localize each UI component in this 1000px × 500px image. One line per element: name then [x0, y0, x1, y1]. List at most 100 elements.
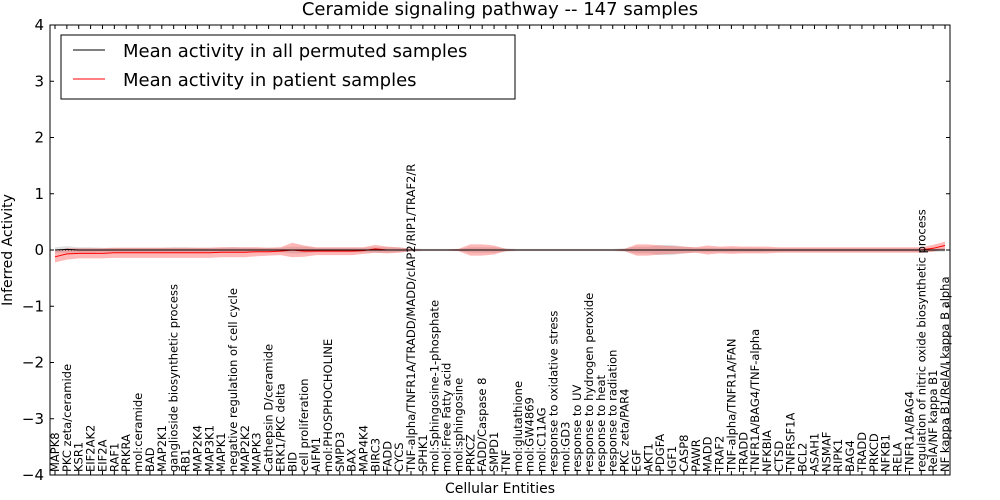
x-tick-label: TNF-alpha/TNFR1A/FAN — [724, 339, 738, 473]
x-tick-label: AKT1 — [641, 443, 655, 472]
confidence-band-patient — [55, 241, 945, 263]
y-tick-label: −2 — [22, 354, 44, 372]
x-tick-label: BID — [285, 452, 299, 472]
x-tick-label: MAP2K1 — [155, 425, 169, 472]
chart-title: Ceramide signaling pathway -- 147 sample… — [302, 0, 698, 20]
legend-label-permuted: Mean activity in all permuted samples — [123, 41, 467, 62]
x-tick-label: PKC zeta/ceramide — [60, 364, 74, 472]
x-tick-label: MAP2K2 — [238, 425, 252, 472]
y-tick-label: −1 — [22, 297, 44, 315]
x-tick-label: CTSD — [772, 441, 786, 472]
x-axis-label: Cellular Entities — [445, 481, 555, 497]
x-tick-label: SPHK1 — [416, 434, 430, 472]
x-tick-label: regulation of nitric oxide biosynthetic … — [914, 209, 928, 472]
x-tick-label: SMPD1 — [487, 432, 501, 472]
x-tick-label: TRADD — [736, 432, 750, 473]
x-tick-label: RELA — [891, 442, 905, 472]
x-tick-label: RB1 — [179, 449, 193, 472]
x-tick-label: Cathepsin D/ceramide — [262, 344, 276, 472]
x-tick-label: response to oxidative stress — [546, 311, 560, 472]
x-tick-label: mol:sphingosine — [452, 378, 466, 472]
y-tick-label: 4 — [34, 16, 44, 34]
x-tick-label: MAPK3 — [250, 432, 264, 472]
x-tick-label: mol:GD3 — [558, 422, 572, 472]
x-tick-label: RAF1 — [107, 443, 121, 472]
x-tick-label: mol:ceramide — [131, 393, 145, 472]
x-tick-label: KSR1 — [72, 442, 86, 472]
legend-box — [60, 34, 516, 100]
x-tick-label: EGF — [630, 449, 644, 472]
x-tick-label: NSMAF — [819, 432, 833, 472]
x-tick-label: BAG4 — [843, 440, 857, 472]
x-tick-label: BIRC3 — [368, 438, 382, 472]
x-tick-label: RelA/NF kappa B1 — [926, 370, 940, 472]
x-tick-label: CYCS — [392, 442, 406, 472]
x-tick-label: ERK1/PKC delta — [274, 383, 288, 472]
x-tick-label: MAPK8 — [48, 432, 62, 472]
x-tick-label: PRKCD — [867, 433, 881, 472]
x-tick-label: PRKCZ — [463, 434, 477, 472]
y-tick-label: 3 — [34, 72, 44, 90]
x-tick-label: PAWR — [689, 439, 703, 472]
x-tick-label: cell proliferation — [297, 378, 311, 472]
y-tick-label: 1 — [34, 185, 44, 203]
confidence-bands — [55, 241, 945, 263]
x-tick-label: MAP3K1 — [202, 425, 216, 472]
x-tick-label: mol:Sphingosine-1-phosphate — [428, 300, 442, 472]
y-tick-label: 0 — [34, 241, 44, 259]
x-tick-label: AIFM1 — [309, 437, 323, 472]
x-tick-label: FADD/Caspase 8 — [475, 378, 489, 472]
x-tick-label: MADD — [701, 436, 715, 472]
x-tick-label: MAP2K4 — [190, 425, 204, 472]
x-tick-label: response to hydrogen peroxide — [582, 293, 596, 472]
y-tick-label: 2 — [34, 129, 44, 147]
legend-label-patient: Mean activity in patient samples — [123, 70, 417, 91]
x-tick-label: TNF — [499, 450, 513, 473]
x-tick-label: NF kappa B1/RelA/I kappa B alpha — [938, 276, 952, 472]
y-tick-label: −4 — [22, 466, 44, 484]
x-tick-label: TNFR1A/BAG4/TNF-alpha — [748, 329, 762, 473]
x-tick-label: response to heat — [594, 375, 608, 472]
x-tick-label: PRKRA — [119, 434, 133, 472]
x-tick-label: mol:GW4869 — [523, 397, 537, 472]
x-tick-label: response to UV — [570, 384, 584, 472]
x-tick-label: SMPD3 — [333, 432, 347, 472]
x-tick-label: MAP4K4 — [357, 425, 371, 472]
series-line-permuted — [54, 248, 945, 251]
x-tick-label: IGF1 — [665, 446, 679, 472]
x-tick-label: EIF2A — [96, 439, 110, 472]
x-tick-label: CASP8 — [677, 435, 691, 472]
x-tick-label: TRAF2 — [713, 436, 727, 473]
x-tick-label: MAPK1 — [214, 432, 228, 472]
x-tick-label: TRADD — [855, 432, 869, 473]
plot-frame — [49, 24, 951, 476]
x-tick-label: BAD — [143, 447, 157, 472]
legend: Mean activity in all permuted samples Me… — [60, 34, 516, 100]
series-lines — [54, 245, 946, 258]
y-axis: −4 −3 −2 −1 0 1 2 3 4 — [22, 16, 950, 484]
y-tick-label: −3 — [22, 410, 44, 428]
x-tick-label: NFKB1 — [879, 434, 893, 472]
x-tick-label: mol:PHOSPHOCHOLINE — [321, 339, 335, 472]
x-tick-label: RIPK1 — [831, 439, 845, 472]
x-tick-label: mol:glutathione — [511, 381, 525, 472]
x-tick-label: TNFR1A/BAG4 — [902, 391, 916, 473]
x-tick-label: TNFRSF1A — [784, 413, 798, 473]
x-tick-label: mol:Free Fatty acid — [440, 363, 454, 472]
x-tick-label: BAX — [345, 448, 359, 472]
x-tick-label: mol:C11AG — [535, 407, 549, 472]
x-tick-label: NFKBIA — [760, 430, 774, 472]
x-tick-label: EIF2AK2 — [84, 425, 98, 472]
x-tick-label: BCL2 — [796, 443, 810, 472]
x-tick-label: TNF-alpha/TNFR1A/TRADD/MADD/cIAP2/RIP1/T… — [404, 164, 418, 473]
x-tick-label: PKC zeta/PAR4 — [618, 389, 632, 472]
x-tick-label: FADD — [380, 441, 394, 472]
x-tick-label: PDGFA — [653, 434, 667, 472]
x-tick-label: negative regulation of cell cycle — [226, 288, 240, 472]
y-axis-label: Inferred Activity — [0, 194, 16, 306]
x-tick-label: ganglioside biosynthetic process — [167, 284, 181, 472]
x-tick-label: ASAH1 — [808, 433, 822, 472]
x-tick-label: response to radiation — [606, 350, 620, 472]
